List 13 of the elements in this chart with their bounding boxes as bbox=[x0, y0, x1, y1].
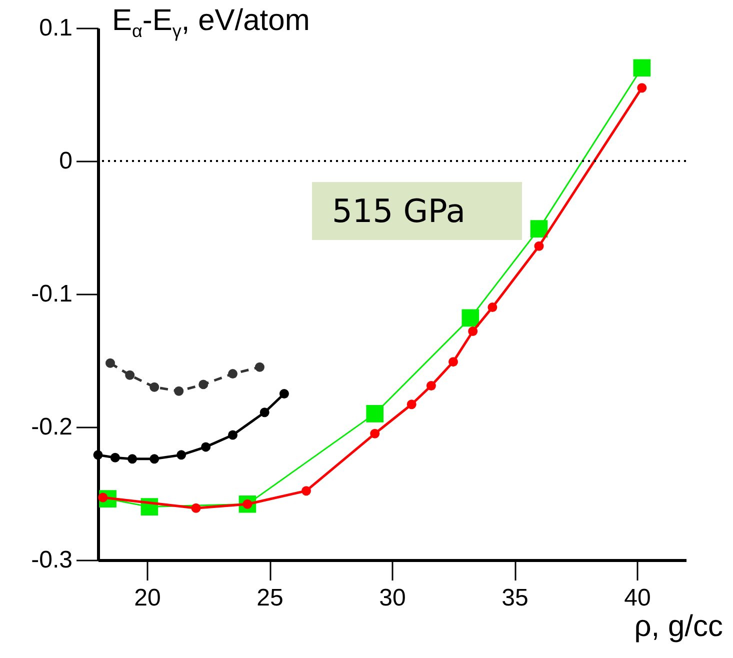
y-tick-label: 0.1 bbox=[39, 14, 72, 42]
x-tick-label: 40 bbox=[624, 584, 651, 612]
y-axis-title: E$_{α}$-E$_{γ}$, eV/atom bbox=[112, 4, 310, 42]
annotation: 515 GPa bbox=[312, 182, 522, 240]
y-tick-label: -0.1 bbox=[31, 280, 72, 308]
y-tick-label: -0.2 bbox=[31, 414, 72, 440]
y-tick-label: 0 bbox=[59, 148, 72, 174]
y-tick-label: -0.3 bbox=[31, 546, 72, 574]
x-tick-label: 35 bbox=[502, 584, 528, 612]
x-axis-title: ρ, g/cc bbox=[634, 610, 723, 644]
x-tick-label: 25 bbox=[256, 584, 284, 612]
x-tick-label: 30 bbox=[379, 584, 406, 612]
x-tick-label: 20 bbox=[134, 584, 161, 612]
